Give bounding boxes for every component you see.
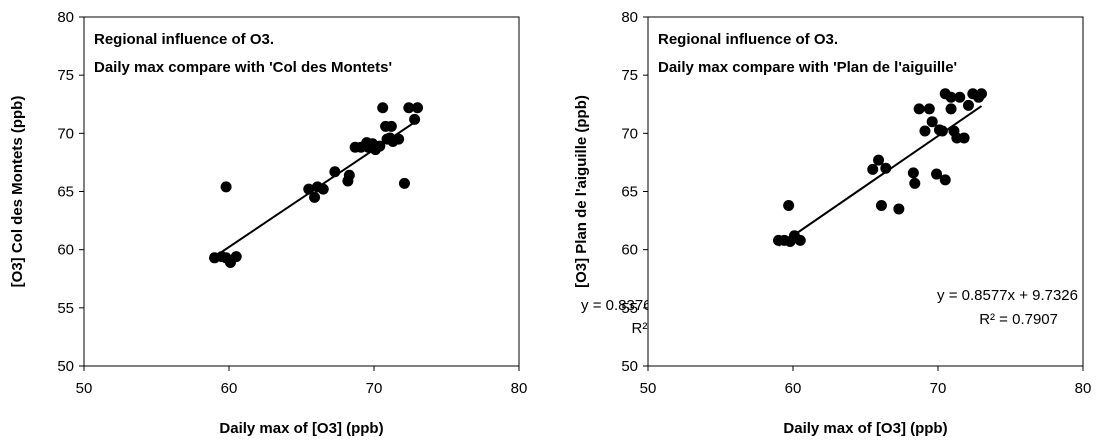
y-axis-label: [O3] Col des Montets (ppb) (9, 96, 26, 288)
plot-area (647, 16, 1084, 367)
y-tick-label: 70 (621, 125, 638, 142)
data-point (936, 125, 948, 137)
data-point (873, 154, 885, 166)
data-point (393, 133, 405, 145)
y-tick-label: 80 (621, 9, 638, 26)
data-point (398, 177, 410, 189)
chart-col-des-montets: 50 55 60 65 70 75 80 50 60 70 80 Daily max of [O3] … (9, 9, 722, 437)
x-tick-label: 80 (511, 380, 528, 397)
y-tick-label: 65 (57, 184, 74, 201)
data-point (945, 91, 957, 103)
y-tick-label: 55 (57, 300, 74, 317)
y-tick-label: 50 (57, 358, 74, 375)
y-tick-label: 50 (621, 358, 638, 375)
x-tick-label: 80 (1075, 380, 1092, 397)
y-tick-label: 75 (57, 67, 74, 84)
data-point (374, 140, 386, 152)
data-point (343, 169, 355, 181)
data-point (385, 120, 397, 132)
chart-title-line: Daily max compare with 'Plan de l'aiguil… (658, 59, 957, 76)
regression-equation: y = 0.8577x + 9.7326 (937, 287, 1078, 304)
y-tick-label: 60 (621, 242, 638, 259)
data-point (976, 88, 987, 100)
data-point (303, 183, 315, 195)
data-point (962, 99, 974, 111)
data-point (926, 116, 938, 128)
plot-area (83, 16, 520, 367)
data-point (220, 181, 232, 193)
data-point (931, 168, 943, 180)
data-point (794, 234, 806, 246)
data-point (919, 125, 931, 137)
chart-title-line: Regional influence of O3. (94, 31, 274, 48)
data-point (939, 174, 951, 186)
data-point (403, 102, 415, 114)
x-tick-label: 60 (221, 380, 238, 397)
y-tick-label: 70 (57, 125, 74, 142)
data-point (913, 103, 925, 115)
chart-plan-de-laiguille: 50 55 60 65 70 75 80 50 60 70 80 Daily max of [O3] … (573, 9, 1091, 437)
y-tick-label: 65 (621, 184, 638, 201)
data-point (880, 162, 892, 174)
data-point (893, 203, 905, 215)
x-axis-label: Daily max of [O3] (ppb) (219, 420, 383, 437)
data-point (377, 102, 389, 114)
y-tick-label: 80 (57, 9, 74, 26)
y-axis-label: [O3] Plan de l'aiguille (ppb) (573, 95, 590, 288)
data-point (867, 163, 879, 175)
data-point (923, 103, 935, 115)
data-point (958, 132, 970, 144)
y-tick-label: 55 (621, 300, 638, 317)
x-tick-label: 50 (640, 380, 657, 397)
data-point (909, 177, 921, 189)
data-point (409, 113, 421, 125)
trendline (777, 105, 983, 247)
x-tick-label: 70 (366, 380, 383, 397)
data-point (412, 102, 423, 114)
data-point (309, 191, 321, 203)
chart-title-line: Regional influence of O3. (658, 31, 838, 48)
y-tick-label: 75 (621, 67, 638, 84)
chart-title-line: Daily max compare with 'Col des Montets' (94, 59, 392, 76)
data-point (783, 199, 795, 211)
data-point (329, 166, 341, 178)
data-point (945, 103, 957, 115)
r-squared: R² = 0.7907 (979, 311, 1058, 328)
x-axis-label: Daily max of [O3] (ppb) (783, 420, 947, 437)
x-tick-label: 60 (785, 380, 802, 397)
data-point (317, 183, 329, 195)
data-point (907, 167, 919, 179)
data-point (230, 251, 242, 263)
x-tick-label: 50 (76, 380, 93, 397)
y-tick-label: 60 (57, 242, 74, 259)
x-tick-label: 70 (930, 380, 947, 397)
data-point (954, 91, 966, 103)
data-point (875, 199, 887, 211)
